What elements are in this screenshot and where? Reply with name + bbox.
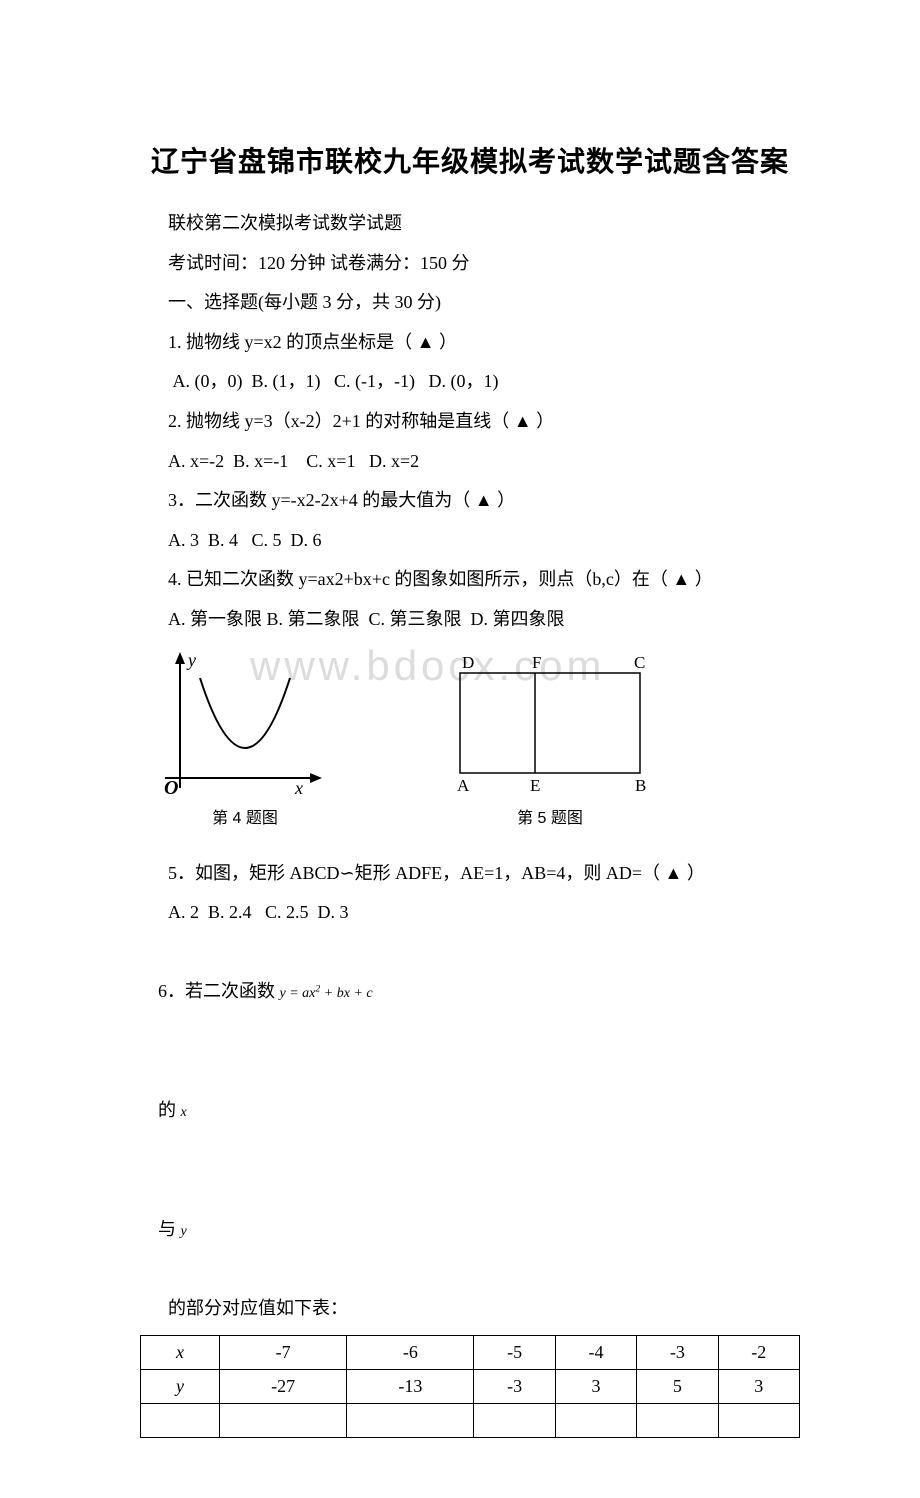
q6-line2: 的 x [140,1052,800,1171]
label-F: F [532,653,541,672]
th-y: y [176,1376,184,1396]
rectangle-diagram: D F C A E B [440,648,660,798]
cell: -7 [220,1335,347,1369]
label-E: E [530,776,540,795]
figure-4: y O x 第 4 题图 [160,648,330,828]
cell: 3 [555,1369,636,1403]
q3-options: A. 3 B. 4 C. 5 D. 6 [140,521,800,561]
q6: 6．若二次函数 y = ax2 + bx + c [140,933,800,1052]
q2-options: A. x=-2 B. x=-1 C. x=1 D. x=2 [140,442,800,482]
q6-l2-pre: 的 [158,1100,181,1120]
section-heading: 一、选择题(每小题 3 分，共 30 分) [140,283,800,323]
q6-line3: 与 y [140,1170,800,1289]
cell: -2 [718,1335,799,1369]
q6-prefix: 6．若二次函数 [158,981,280,1001]
cell: -3 [474,1369,555,1403]
cell: -13 [347,1369,474,1403]
exam-info: 考试时间：120 分钟 试卷满分：150 分 [140,244,800,284]
q5: 5．如图，矩形 ABCD∽矩形 ADFE，AE=1，AB=4，则 AD=（ ▲ … [140,854,800,894]
q3: 3．二次函数 y=-x2-2x+4 的最大值为（ ▲ ） [140,481,800,521]
subtitle: 联校第二次模拟考试数学试题 [140,204,800,244]
label-B: B [635,776,646,795]
data-table: x -7 -6 -5 -4 -3 -2 y -27 -13 -3 3 5 3 [140,1335,800,1438]
figure-5: D F C A E B 第 5 题图 [440,648,660,828]
q6-line4: 的部分对应值如下表： [140,1289,800,1329]
cell: -5 [474,1335,555,1369]
q5-options: A. 2 B. 2.4 C. 2.5 D. 3 [140,893,800,933]
spacer [140,836,800,854]
cell: 3 [718,1369,799,1403]
q6-formula-tail: + bx + c [320,986,372,1001]
th-x: x [176,1342,184,1362]
q6-x-var: x [181,1105,187,1120]
table-row-y: y -27 -13 -3 3 5 3 [141,1369,800,1403]
cell: -3 [637,1335,718,1369]
q4-options: A. 第一象限 B. 第二象限 C. 第三象限 D. 第四象限 [140,600,800,640]
origin-label: O [164,777,178,798]
cell [141,1403,220,1437]
cell: -27 [220,1369,347,1403]
cell: 5 [637,1369,718,1403]
q6-formula-base: y = ax [280,986,316,1001]
figure-4-caption: 第 4 题图 [212,804,278,828]
cell [347,1403,474,1437]
cell: -6 [347,1335,474,1369]
table-row-empty [141,1403,800,1437]
label-D: D [462,653,474,672]
q6-y-var: y [181,1224,187,1239]
cell [474,1403,555,1437]
table-row-x: x -7 -6 -5 -4 -3 -2 [141,1335,800,1369]
q2: 2. 抛物线 y=3（x-2）2+1 的对称轴是直线（ ▲ ） [140,402,800,442]
x-axis-label: x [294,778,303,798]
y-axis-label: y [186,650,196,670]
label-C: C [634,653,645,672]
cell [637,1403,718,1437]
cell: -4 [555,1335,636,1369]
cell [718,1403,799,1437]
q4: 4. 已知二次函数 y=ax2+bx+c 的图象如图所示，则点（b,c）在（ ▲… [140,560,800,600]
q1: 1. 抛物线 y=x2 的顶点坐标是（ ▲ ） [140,323,800,363]
figure-5-caption: 第 5 题图 [517,804,583,828]
q1-options: A. (0，0) B. (1，1) C. (-1，-1) D. (0，1) [140,362,800,402]
cell [220,1403,347,1437]
parabola-graph: y O x [160,648,330,798]
page-title: 辽宁省盘锦市联校九年级模拟考试数学试题含答案 [140,140,800,180]
figure-row: www.bdocx.com y O x 第 4 题图 D F C A [160,648,800,828]
q6-l3-pre: 与 [158,1219,181,1239]
label-A: A [457,776,470,795]
cell [555,1403,636,1437]
